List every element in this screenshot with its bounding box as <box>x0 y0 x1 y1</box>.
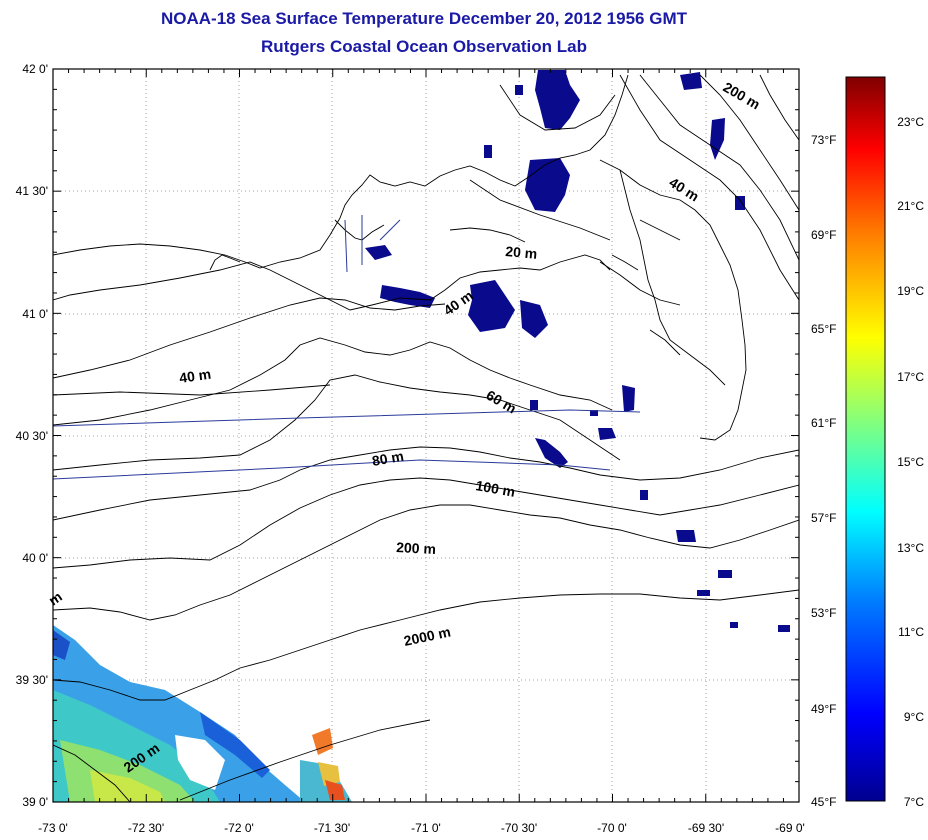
colorbar-f-label: 49°F <box>811 702 836 716</box>
colorbar-celsius-labels: 23°C 21°C 19°C 17°C 15°C 13°C 11°C 9°C 7… <box>897 115 924 809</box>
x-tick-label: -73 0' <box>38 821 68 835</box>
colorbar-c-label: 23°C <box>897 115 924 129</box>
y-tick-label: 40 0' <box>22 551 48 565</box>
colorbar-c-label: 19°C <box>897 284 924 298</box>
map-title: NOAA-18 Sea Surface Temperature December… <box>161 9 687 28</box>
colorbar-f-label: 57°F <box>811 511 836 525</box>
x-tick-label: -72 0' <box>224 821 254 835</box>
contour-label-100m: 100 m <box>474 477 516 500</box>
x-tick-label: -69 0' <box>775 821 805 835</box>
y-tick-label: 41 0' <box>22 307 48 321</box>
x-tick-label: -70 0' <box>597 821 627 835</box>
sst-data-cold-patches <box>365 70 790 632</box>
colorbar-f-label: 53°F <box>811 606 836 620</box>
colorbar-c-label: 17°C <box>897 370 924 384</box>
colorbar-c-label: 7°C <box>904 795 924 809</box>
depth-contours <box>53 74 799 802</box>
colorbar-f-label: 65°F <box>811 322 836 336</box>
colorbar-f-label: 45°F <box>811 795 836 809</box>
y-tick-label: 40 30' <box>16 429 48 443</box>
x-tick-label: -71 0' <box>411 821 441 835</box>
x-tick-label: -70 30' <box>501 821 537 835</box>
contour-label-200m-ne: 200 m <box>721 79 763 113</box>
colorbar-f-label: 61°F <box>811 416 836 430</box>
colorbar-c-label: 21°C <box>897 199 924 213</box>
x-tick-label: -71 30' <box>314 821 350 835</box>
contour-label-40m-w: 40 m <box>178 366 212 386</box>
coastline <box>53 74 747 441</box>
y-tick-label: 39 30' <box>16 673 48 687</box>
x-tick-label: -72 30' <box>128 821 164 835</box>
colorbar-f-label: 73°F <box>811 133 836 147</box>
y-tick-label: 39 0' <box>22 795 48 809</box>
colorbar-f-label: 69°F <box>811 228 836 242</box>
x-tick-label: -69 30' <box>688 821 724 835</box>
contour-label-200m: 200 m <box>396 539 436 557</box>
colorbar-c-label: 11°C <box>898 625 924 639</box>
contour-label-80m: 80 m <box>371 448 405 469</box>
x-axis-labels: -73 0' -72 30' -72 0' -71 30' -71 0' -70… <box>38 821 805 835</box>
y-axis-labels: 42 0' 41 30' 41 0' 40 30' 40 0' 39 30' 3… <box>16 62 48 809</box>
colorbar <box>845 76 886 802</box>
colorbar-fahrenheit-labels: 73°F 69°F 65°F 61°F 57°F 53°F 49°F 45°F <box>811 133 836 809</box>
y-tick-label: 42 0' <box>22 62 48 76</box>
colorbar-c-label: 13°C <box>897 541 924 555</box>
sst-data-warm-patch <box>53 625 352 802</box>
frame-ticks <box>52 68 800 803</box>
y-tick-label: 41 30' <box>16 184 48 198</box>
colorbar-c-label: 15°C <box>897 455 924 469</box>
map-subtitle: Rutgers Coastal Ocean Observation Lab <box>261 37 587 56</box>
ship-tracks <box>53 215 641 480</box>
colorbar-c-label: 9°C <box>904 710 924 724</box>
contour-label-20m: 20 m <box>505 243 538 262</box>
contour-label-40m-ne: 40 m <box>666 174 702 204</box>
contour-label-2000m: 2000 m <box>402 623 452 649</box>
